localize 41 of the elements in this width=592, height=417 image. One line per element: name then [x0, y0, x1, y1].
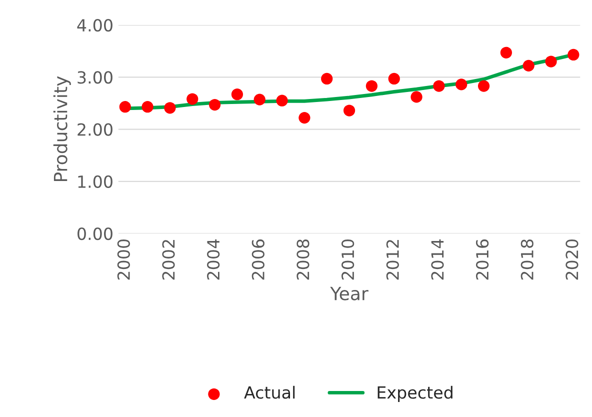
point — [545, 56, 557, 68]
y-tick-label: 3.00 — [78, 71, 112, 84]
point — [276, 94, 288, 106]
point — [522, 60, 534, 72]
point — [298, 112, 310, 124]
y-tick-label: 4.00 — [77, 18, 112, 32]
x-tick-label: 2002 — [162, 240, 175, 280]
point — [568, 48, 580, 61]
point — [410, 91, 422, 103]
legend-label: Actual — [244, 386, 295, 399]
point — [456, 78, 468, 90]
point — [321, 72, 333, 85]
x-tick-label: 2016 — [476, 239, 489, 280]
point — [388, 72, 400, 85]
x-axis-title: Year — [330, 286, 368, 300]
point — [119, 101, 131, 113]
x-tick-label: 2008 — [296, 240, 310, 280]
point — [208, 98, 221, 111]
y-tick-label: 1.00 — [78, 175, 112, 188]
y-tick-label: 0.00 — [78, 227, 112, 240]
x-tick-label: 2014 — [431, 239, 444, 280]
x-tick-label: 2020 — [566, 239, 578, 280]
point — [254, 94, 266, 106]
x-tick-label: 2012 — [386, 240, 399, 280]
y-axis-title: Productivity — [53, 76, 71, 182]
point — [500, 46, 512, 58]
point — [433, 80, 445, 92]
point — [164, 102, 176, 114]
x-tick-label: 2006 — [252, 239, 264, 280]
legend-label: Expected — [378, 386, 452, 402]
point — [231, 88, 244, 100]
x-tick-label: 2018 — [520, 240, 534, 280]
x-tick-label: 2000 — [117, 239, 130, 280]
point — [186, 93, 198, 105]
point — [343, 104, 356, 116]
x-tick-label: 2010 — [342, 239, 354, 280]
y-tick-label: 2.00 — [78, 123, 112, 136]
x-tick-label: 2004 — [207, 239, 220, 280]
point — [478, 80, 490, 92]
point — [366, 80, 378, 92]
point — [142, 101, 154, 113]
